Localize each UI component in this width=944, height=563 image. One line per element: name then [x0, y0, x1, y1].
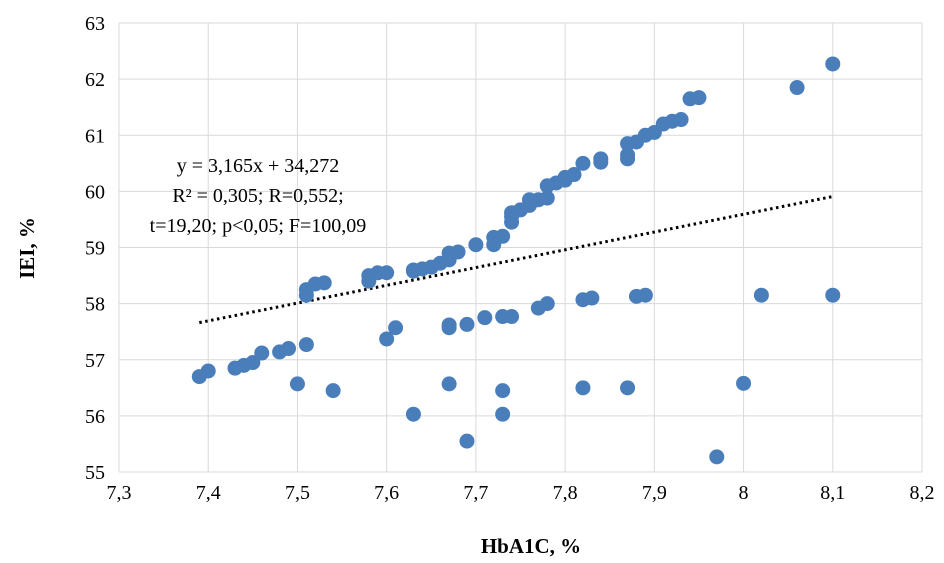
data-point — [254, 345, 270, 361]
data-point — [575, 380, 591, 396]
y-tick-label: 59 — [85, 238, 105, 260]
data-point — [736, 375, 752, 391]
x-tick-label: 7,6 — [374, 482, 399, 504]
data-point — [388, 320, 404, 336]
data-point — [753, 287, 769, 303]
data-point — [566, 167, 582, 183]
y-tick-label: 58 — [85, 294, 105, 316]
data-point — [637, 287, 653, 303]
data-point — [620, 380, 636, 396]
data-point — [450, 244, 466, 260]
data-point — [584, 290, 600, 306]
data-point — [281, 341, 297, 357]
data-point — [405, 406, 421, 422]
y-tick-label: 62 — [85, 69, 105, 91]
data-point — [200, 363, 216, 379]
y-tick-label: 56 — [85, 406, 105, 428]
regression-annotation: y = 3,165x + 34,272 R² = 0,305; R=0,552;… — [150, 155, 367, 237]
data-point — [709, 449, 725, 465]
data-point — [459, 433, 475, 449]
x-tick-label: 8,1 — [820, 482, 845, 504]
data-point — [245, 355, 261, 371]
data-point — [620, 147, 636, 163]
data-point — [477, 310, 493, 326]
data-point — [825, 56, 841, 72]
data-point — [789, 80, 805, 96]
data-points — [191, 56, 841, 465]
data-point — [379, 265, 395, 281]
data-point — [379, 331, 395, 347]
y-tick-labels: 55 56 57 58 59 60 61 62 63 — [85, 13, 105, 484]
data-point — [441, 317, 457, 333]
data-point — [441, 376, 457, 392]
data-point — [504, 309, 520, 325]
y-tick-label: 63 — [85, 13, 105, 35]
data-point — [325, 383, 341, 399]
data-point — [459, 316, 475, 332]
x-tick-label: 8,2 — [910, 482, 935, 504]
data-point — [289, 376, 305, 392]
y-tick-label: 60 — [85, 181, 105, 203]
x-axis-title: HbA1C, % — [481, 534, 581, 558]
data-point — [673, 112, 689, 128]
annotation-line-3: t=19,20; p<0,05; F=100,09 — [150, 215, 367, 237]
y-tick-label: 57 — [85, 350, 105, 372]
data-point — [495, 406, 511, 422]
data-point — [575, 155, 591, 171]
y-tick-label: 55 — [85, 462, 105, 484]
x-tick-label: 8 — [739, 482, 749, 504]
y-tick-label: 61 — [85, 125, 105, 147]
x-tick-label: 7,9 — [642, 482, 667, 504]
data-point — [298, 337, 314, 353]
x-tick-labels: 7,3 7,4 7,5 7,6 7,7 7,8 7,9 8 8,1 8,2 — [107, 482, 935, 504]
annotation-line-2: R² = 0,305; R=0,552; — [172, 185, 343, 207]
x-tick-label: 7,7 — [463, 482, 488, 504]
annotation-line-1: y = 3,165x + 34,272 — [177, 155, 340, 177]
x-tick-label: 7,5 — [285, 482, 310, 504]
data-point — [495, 228, 511, 244]
x-tick-label: 7,8 — [553, 482, 578, 504]
data-point — [593, 151, 609, 167]
x-tick-label: 7,4 — [196, 482, 221, 504]
data-point — [825, 287, 841, 303]
x-tick-label: 7,3 — [107, 482, 132, 504]
data-point — [539, 190, 555, 206]
data-point — [539, 296, 555, 312]
data-point — [691, 90, 707, 106]
data-point — [316, 275, 332, 291]
y-axis-title: IEI, % — [15, 217, 39, 279]
grid-lines — [118, 22, 923, 473]
data-point — [495, 383, 511, 399]
data-point — [468, 237, 484, 253]
